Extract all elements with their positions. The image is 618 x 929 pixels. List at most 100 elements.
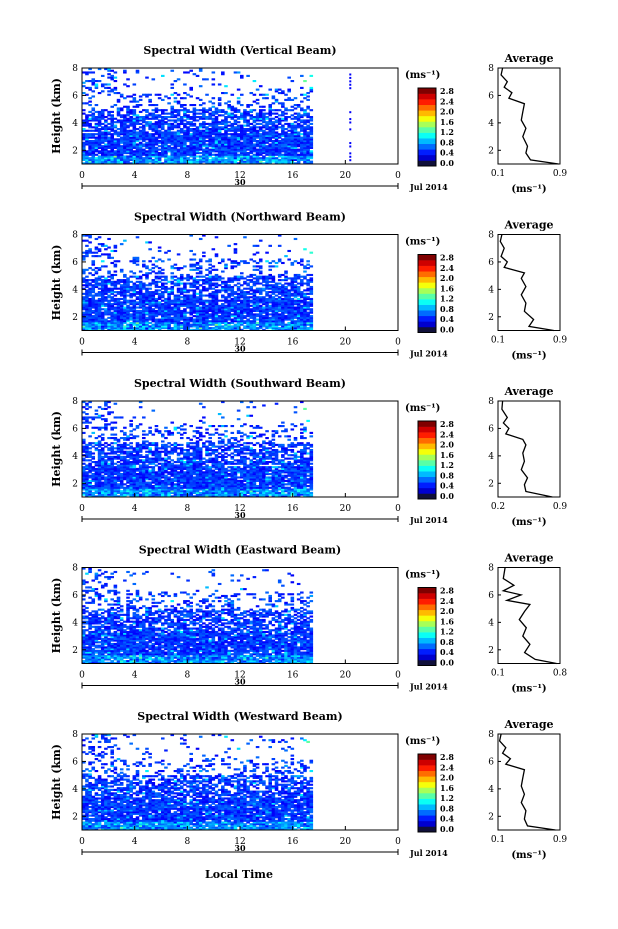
heatmap-cell [170,303,175,306]
heatmap-cell [161,143,165,146]
heatmap-cell [249,296,254,299]
heatmap-cell [296,145,301,148]
heatmap-cell [293,280,298,283]
heatmap-cell [113,308,118,311]
heatmap-cell [277,234,282,237]
heatmap-cell [138,490,143,493]
heatmap-cell [221,280,225,283]
heatmap-cell [290,284,295,287]
heatmap-cell [284,158,288,161]
heatmap-cell [221,157,225,160]
heatmap-cell [227,146,231,149]
heatmap-cell [252,162,257,165]
heatmap-cell [97,303,102,306]
heatmap-cell [85,143,89,146]
heatmap-cell [202,131,206,134]
heatmap-cell [214,311,219,314]
heatmap-cell [138,282,143,285]
heatmap-cell [306,279,310,282]
heatmap-cell [148,104,152,107]
heatmap-cell [195,485,200,488]
heatmap-cell [208,280,212,283]
heatmap-cell [91,148,96,151]
heatmap-cell [221,153,225,156]
heatmap-cell [186,289,190,292]
heatmap-cell [151,160,156,163]
heatmap-cell [82,270,86,273]
heatmap-cell [230,495,235,498]
heatmap-cell [135,311,140,314]
heatmap-cell [309,117,314,120]
heatmap-cell [132,83,137,86]
heatmap-cell [221,289,225,292]
heatmap-cell [233,493,238,496]
heatmap-cell [91,126,96,129]
heatmap-cell [138,296,143,299]
heatmap-cell [293,152,298,155]
heatmap-cell [252,253,257,256]
heatmap-cell [290,152,295,155]
heatmap-cell [309,143,314,146]
heatmap-cell [255,160,260,163]
heatmap-cell [306,112,310,115]
heatmap-cell [126,107,130,110]
heatmap-cell [85,114,89,117]
heatmap-cell [243,309,247,313]
heatmap-cell [198,122,203,125]
heatmap-cell [195,490,200,493]
heatmap-cell [230,105,235,108]
heatmap-cell [284,150,288,153]
heatmap-cell [271,289,276,292]
heatmap-cell [123,133,127,136]
heatmap-cell [123,328,127,331]
heatmap-cell [274,486,279,489]
heatmap-cell [309,273,314,277]
heatmap-cell [293,145,298,148]
heatmap-cell [300,315,304,318]
heatmap-cell [173,109,178,112]
heatmap-cell [211,112,216,115]
heatmap-cell [192,109,197,112]
heatmap-cell [208,150,212,153]
heatmap-cell [100,485,105,488]
heatmap-cell [227,107,231,110]
heatmap-cell [252,493,257,496]
heatmap-cell [268,110,272,113]
heatmap-cell [189,289,193,292]
heatmap-cell [94,246,99,249]
heatmap-cell [173,294,178,297]
heatmap-cell [265,128,269,131]
heatmap-cell [183,304,187,307]
heatmap-cell [151,282,156,285]
heatmap-cell [265,318,269,321]
heatmap-cell [290,325,295,328]
heatmap-cell [110,275,114,278]
heatmap-cell [85,253,89,256]
heatmap-cell [110,155,114,158]
heatmap-cell [94,284,99,287]
heatmap-cell [236,116,241,119]
heatmap-cell [306,287,310,290]
heatmap-cell [255,129,260,132]
heatmap-cell [94,128,99,131]
heatmap-cell [110,289,114,292]
heatmap-cell [303,126,307,129]
heatmap-cell [233,157,238,160]
heatmap-cell [91,294,96,297]
heatmap-cell [85,119,89,122]
heatmap-cell [227,301,231,304]
heatmap-cell [85,133,89,136]
heatmap-cell [221,152,225,155]
heatmap-cell [271,284,276,287]
heatmap-cell [173,297,178,301]
heatmap-cell [246,112,250,115]
heatmap-cell [107,93,111,96]
heatmap-cell [192,104,197,107]
heatmap-cell [170,134,175,137]
heatmap-cell [224,129,228,132]
heatmap-cell [217,98,222,101]
heatmap-cell [132,150,137,153]
heatmap-cell [132,140,137,143]
heatmap-cell [97,249,102,253]
